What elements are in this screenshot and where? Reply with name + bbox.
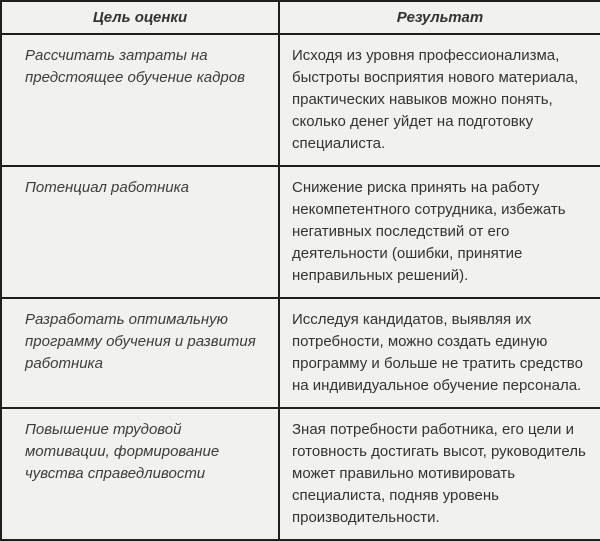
result-cell: Зная потребности работника, его цели и г… [278, 407, 600, 541]
result-cell: Снижение риска принять на работу некомпе… [278, 165, 600, 299]
table-row: Повышение трудовой мотивации, формирован… [0, 407, 600, 541]
result-cell: Исходя из уровня профессионализма, быстр… [278, 33, 600, 167]
goal-cell: Потенциал работника [0, 165, 280, 299]
header-goal: Цель оценки [0, 0, 280, 35]
goal-cell: Разработать оптимальную программу обучен… [0, 297, 280, 409]
result-cell: Исследуя кандидатов, выявляя их потребно… [278, 297, 600, 409]
table-row: Разработать оптимальную программу обучен… [0, 297, 600, 409]
table-header-row: Цель оценки Результат [0, 0, 600, 35]
table-row: Потенциал работника Снижение риска приня… [0, 165, 600, 299]
header-result: Результат [278, 0, 600, 35]
goal-cell: Рассчитать затраты на предстоящее обучен… [0, 33, 280, 167]
table-row: Рассчитать затраты на предстоящее обучен… [0, 33, 600, 167]
goal-cell: Повышение трудовой мотивации, формирован… [0, 407, 280, 541]
